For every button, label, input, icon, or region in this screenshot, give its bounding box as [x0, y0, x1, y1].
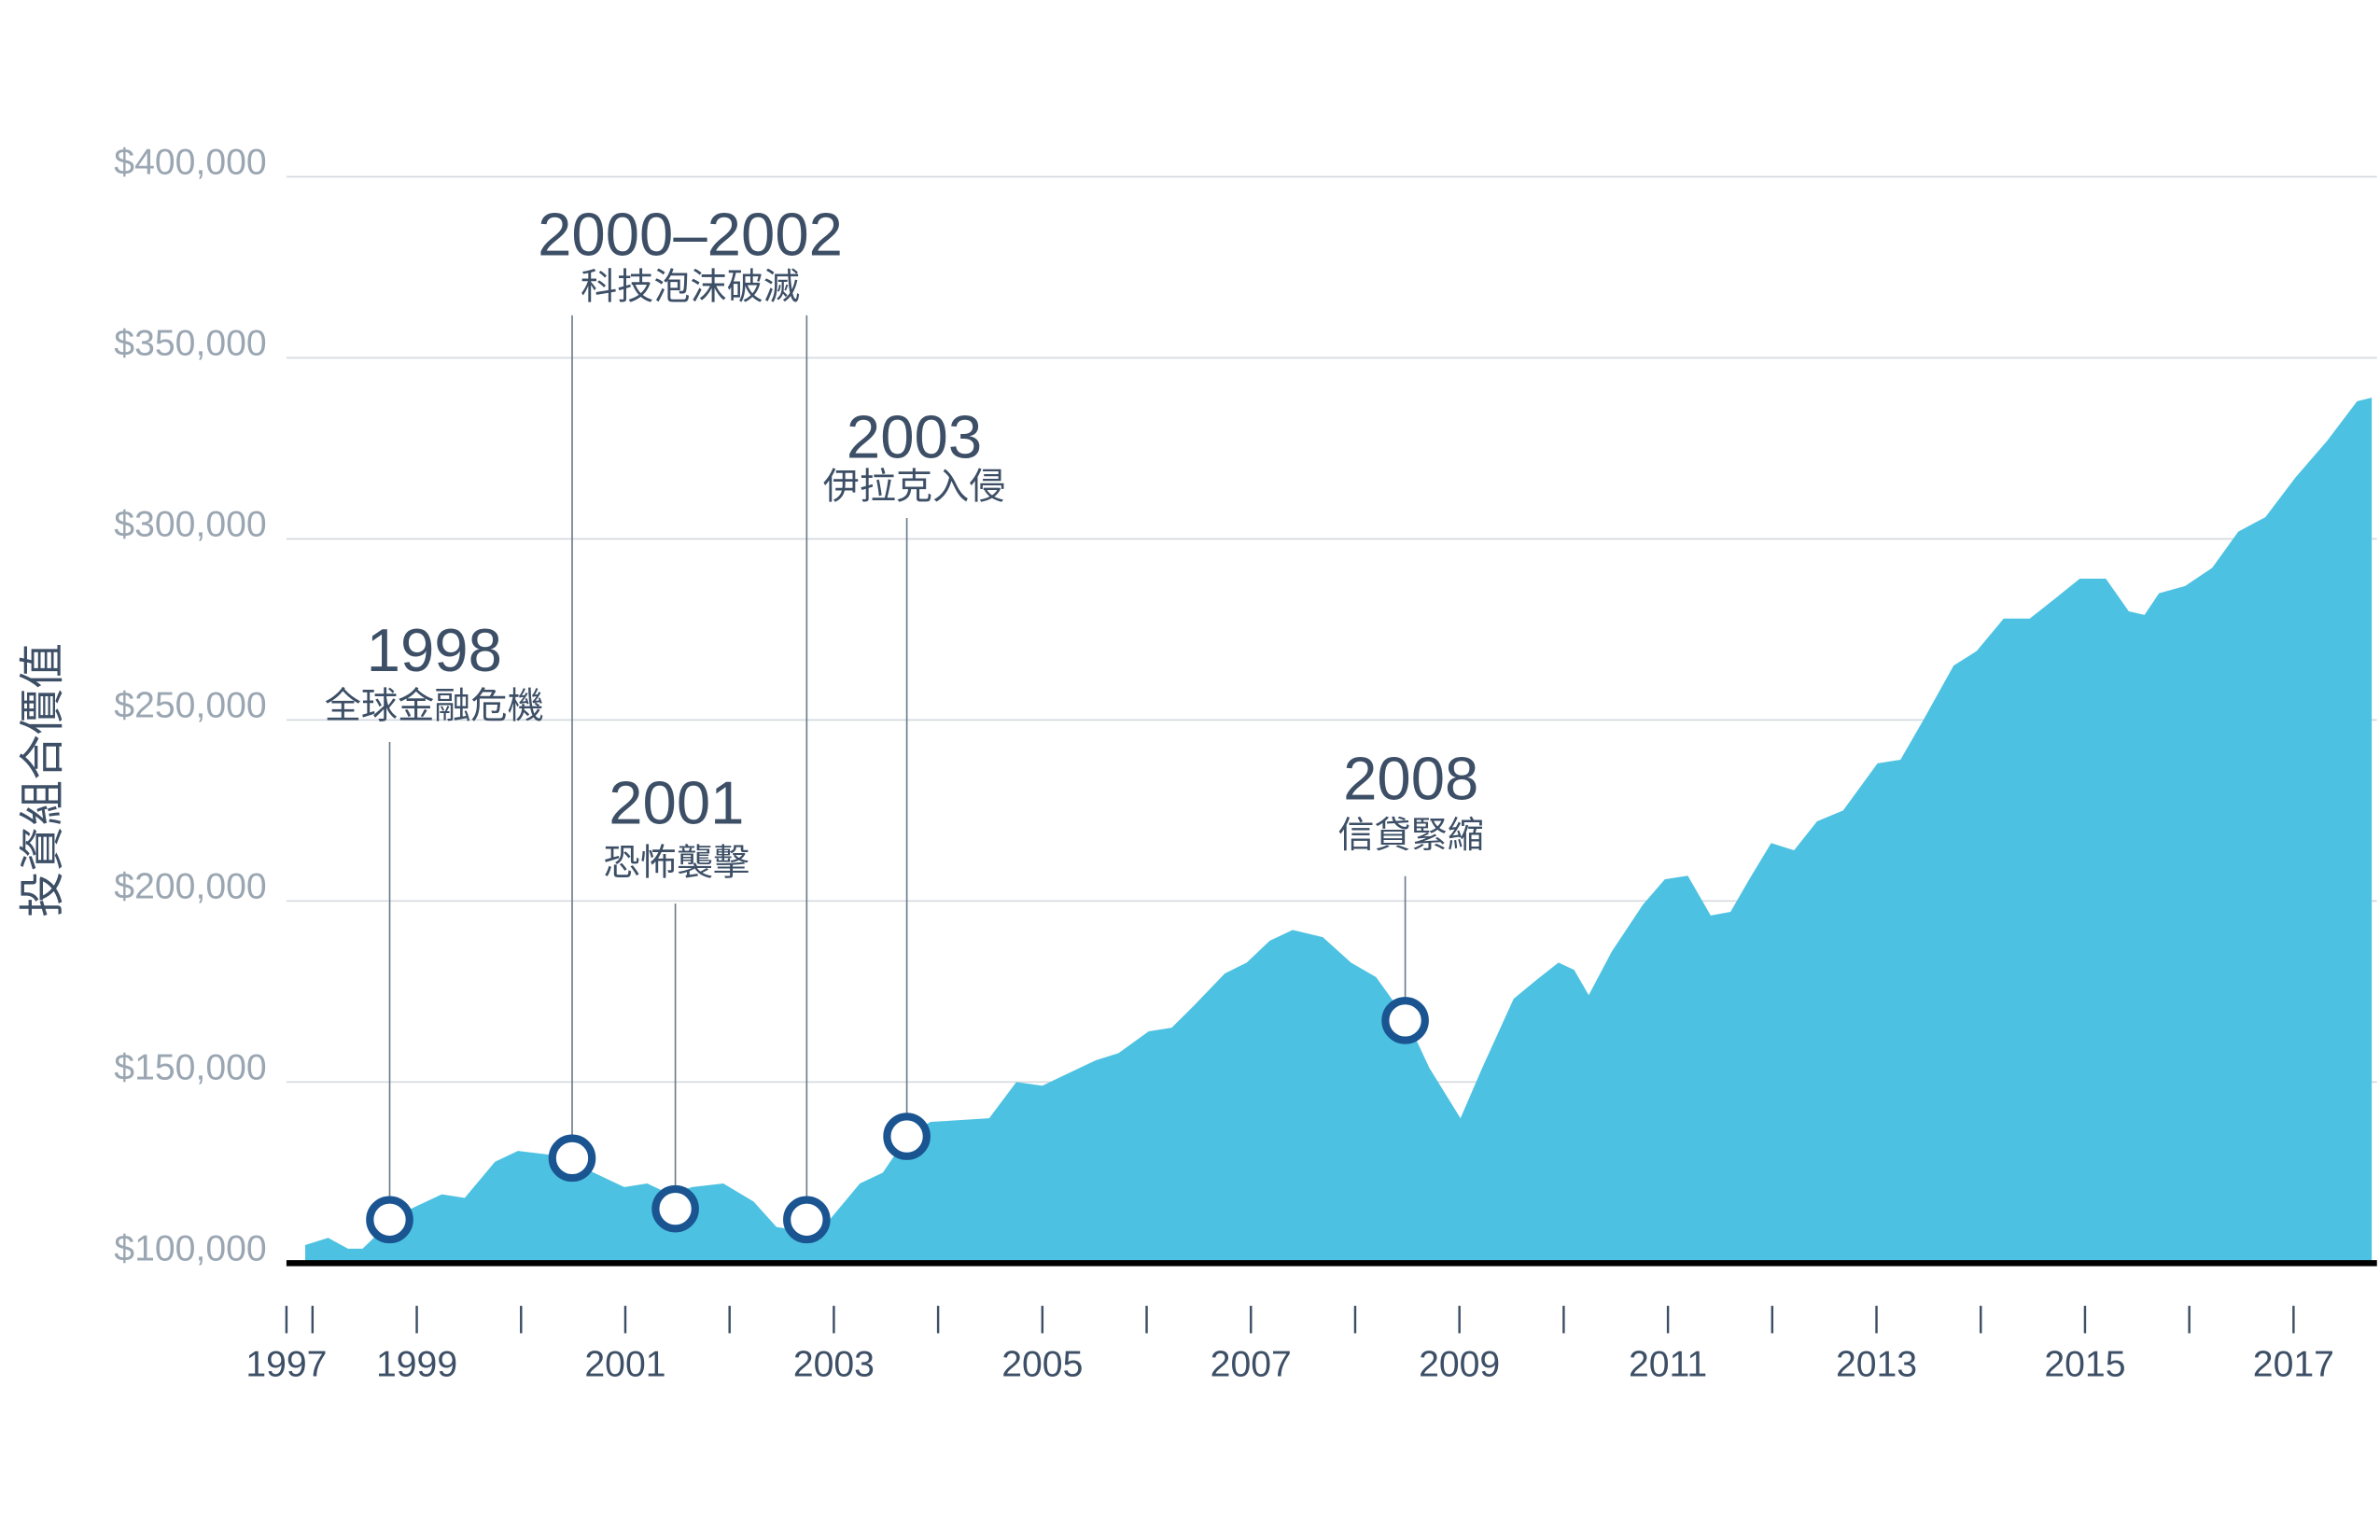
y-tick-label: $250,000 — [114, 686, 266, 726]
y-tick-label: $100,000 — [114, 1229, 266, 1269]
annotation-marker — [1381, 997, 1429, 1044]
y-axis-label: 投資組合價值 — [18, 643, 68, 917]
annotation-year: 1998 — [367, 616, 502, 684]
y-tick-label: $350,000 — [114, 324, 266, 364]
x-tick-label: 2011 — [1629, 1345, 1707, 1385]
annotation-year: 2001 — [609, 768, 744, 836]
y-tick-label: $200,000 — [114, 867, 266, 907]
annotation-marker — [548, 1134, 596, 1183]
annotation-text: 恐怖襲擊 — [603, 844, 749, 884]
annotation-text: 伊拉克入侵 — [823, 467, 1006, 507]
y-tick-label: $400,000 — [114, 143, 266, 183]
annotation-marker — [883, 1113, 931, 1160]
annotation-year: 2000–2002 — [538, 201, 843, 269]
x-tick-label: 2007 — [1211, 1345, 1292, 1385]
x-tick-label: 2017 — [2253, 1345, 2334, 1385]
x-tick-label: 2015 — [2044, 1345, 2125, 1385]
x-tick-label: 2003 — [793, 1345, 875, 1385]
annotation-text: 信貸緊縮 — [1337, 816, 1484, 856]
x-tick-label: 2009 — [1419, 1345, 1500, 1385]
x-tick-label: 1999 — [376, 1345, 457, 1385]
area — [305, 398, 2373, 1264]
annotation-year: 2008 — [1343, 744, 1478, 812]
x-tick-label: 2005 — [1001, 1345, 1083, 1385]
y-tick-label: $300,000 — [114, 505, 266, 545]
x-tick-label: 2001 — [584, 1345, 665, 1385]
annotation-year: 2003 — [847, 403, 982, 471]
annotation-marker — [366, 1196, 413, 1244]
annotation-marker — [651, 1184, 699, 1233]
x-tick-label: 2013 — [1836, 1345, 1917, 1385]
x-tick-label: 1997 — [245, 1345, 327, 1385]
annotation-text: 科技泡沫破滅 — [581, 268, 800, 308]
annotation-text: 全球金融危機 — [325, 686, 544, 726]
annotation-marker — [783, 1196, 831, 1244]
y-tick-label: $150,000 — [114, 1048, 266, 1088]
